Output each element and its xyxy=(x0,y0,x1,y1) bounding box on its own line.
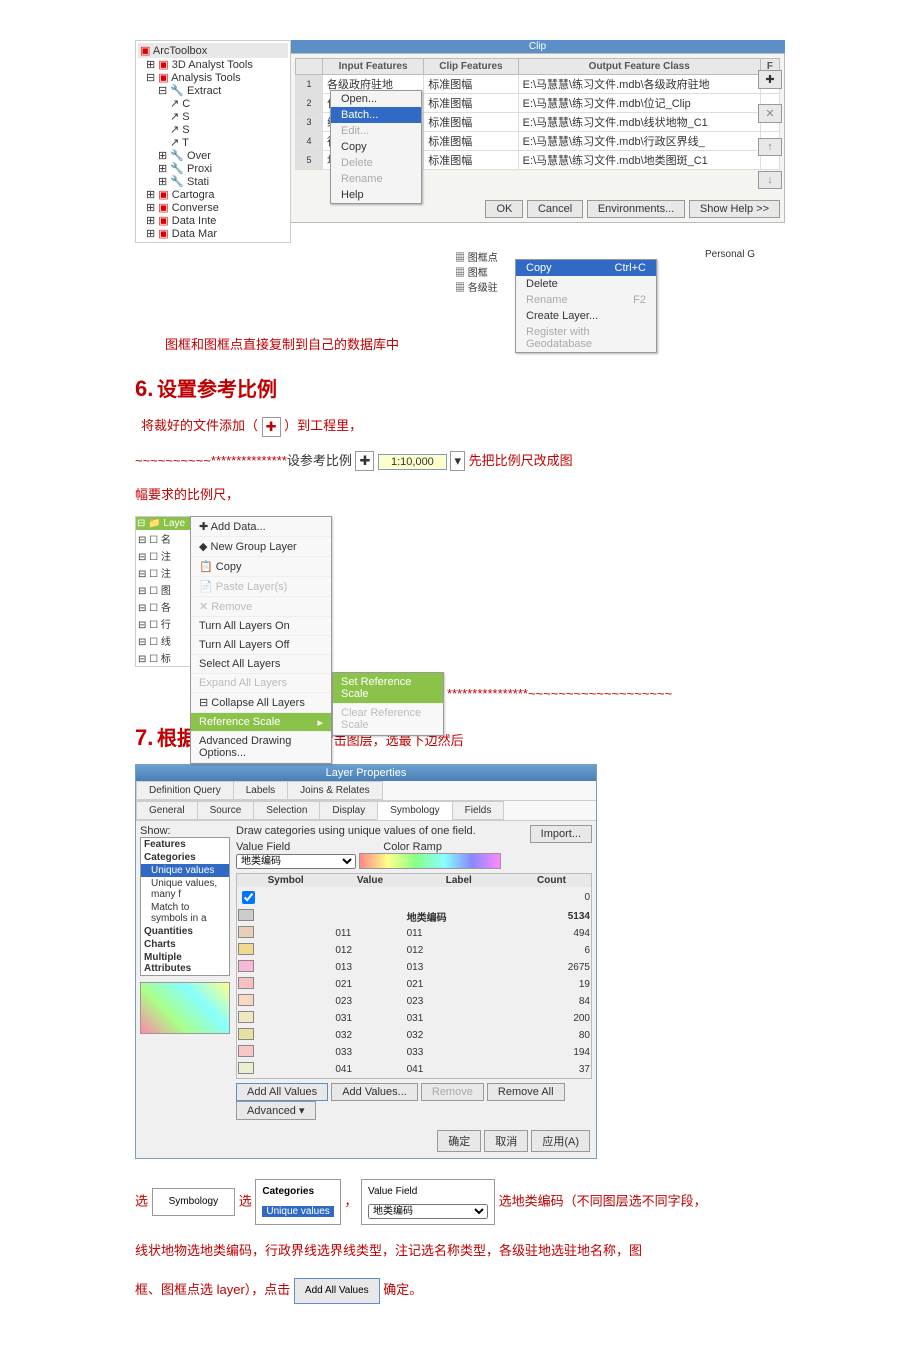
cancel-button[interactable]: Cancel xyxy=(527,200,583,218)
lp-cancel[interactable]: 取消 xyxy=(484,1130,528,1152)
value-field-select[interactable]: 地类编码 xyxy=(236,854,356,869)
show-list[interactable]: Features Categories Unique values Unique… xyxy=(140,837,230,976)
arctoolbox-panel: ▣ ArcToolbox ⊞ ▣ 3D Analyst Tools ⊟ ▣ An… xyxy=(135,40,291,243)
ctx-batch[interactable]: Batch... xyxy=(331,107,421,123)
arctoolbox-title: ArcToolbox xyxy=(153,45,207,57)
lp-apply[interactable]: 应用(A) xyxy=(531,1130,590,1152)
addall-button[interactable]: Add All Values xyxy=(236,1083,328,1101)
down-row-button[interactable]: ↓ xyxy=(758,171,782,189)
gdb-delete[interactable]: Delete xyxy=(516,276,656,292)
symbology-tab-img: Symbology xyxy=(152,1188,235,1216)
add-data-icon-2: ✚ xyxy=(355,451,374,471)
mi-exp: Expand All Layers xyxy=(191,674,331,693)
mi-adv[interactable]: Advanced Drawing Options... xyxy=(191,732,331,763)
ctx-open[interactable]: Open... xyxy=(331,91,421,107)
add-row-button[interactable]: ✚ xyxy=(758,70,782,89)
tab-source[interactable]: Source xyxy=(197,801,255,820)
tool-context-menu: Open... Batch... Edit... Copy Delete Ren… xyxy=(330,90,422,204)
gdb-create[interactable]: Create Layer... xyxy=(516,308,656,324)
color-ramp[interactable] xyxy=(359,853,501,869)
gdb-copy[interactable]: CopyCtrl+C xyxy=(516,260,656,276)
valuefield-img: Value Field 地类编码 xyxy=(361,1179,495,1225)
scale-dropdown-icon[interactable]: ▾ xyxy=(450,451,465,471)
ctx-rename: Rename xyxy=(331,171,421,187)
tab-fields[interactable]: Fields xyxy=(452,801,505,820)
removeall-button[interactable]: Remove All xyxy=(487,1083,565,1101)
mi-on[interactable]: Turn All Layers On xyxy=(191,617,331,636)
mi-remove: ✕ Remove xyxy=(191,597,331,617)
mi-add[interactable]: ✚ Add Data... xyxy=(191,517,331,537)
caption1: 图框和图框点直接复制到自己的数据库中 xyxy=(165,337,399,352)
layers-context-menu: ✚ Add Data... ◆ New Group Layer 📋 Copy 📄… xyxy=(190,516,332,764)
mi-copy[interactable]: 📋 Copy xyxy=(191,557,331,577)
help-button[interactable]: Show Help >> xyxy=(689,200,780,218)
up-row-button[interactable]: ↑ xyxy=(758,138,782,156)
tab-general[interactable]: General xyxy=(136,801,198,820)
mi-ref[interactable]: Reference Scale ▸ xyxy=(191,713,331,732)
tab-joins[interactable]: Joins & Relates xyxy=(287,781,382,800)
mi-off[interactable]: Turn All Layers Off xyxy=(191,636,331,655)
values-table: SymbolValueLabelCount 0地类编码5134011011494… xyxy=(236,873,592,1079)
categories-img: Categories Unique values xyxy=(255,1179,340,1225)
lp-ok[interactable]: 确定 xyxy=(437,1130,481,1152)
ctx-edit: Edit... xyxy=(331,123,421,139)
scale-box[interactable]: 1:10,000 xyxy=(378,454,447,470)
gdb-register: Register with Geodatabase xyxy=(516,324,656,352)
tab-selection[interactable]: Selection xyxy=(253,801,320,820)
ctx-copy[interactable]: Copy xyxy=(331,139,421,155)
mi-clearref: Clear Reference Scale xyxy=(333,704,443,735)
import-button[interactable]: Import... xyxy=(530,825,592,843)
ctx-help[interactable]: Help xyxy=(331,187,421,203)
sec7-num: 7. xyxy=(135,725,153,750)
gdb-context-menu: CopyCtrl+C Delete RenameF2 Create Layer.… xyxy=(515,259,657,353)
ctx-delete: Delete xyxy=(331,155,421,171)
env-button[interactable]: Environments... xyxy=(587,200,685,218)
add-data-icon: ✚ xyxy=(262,417,281,437)
tab-symbology[interactable]: Symbology xyxy=(377,801,452,820)
mi-col[interactable]: ⊟ Collapse All Layers xyxy=(191,693,331,713)
layer-props-dialog: Layer Properties Definition Query Labels… xyxy=(135,764,597,1159)
sec6-num: 6. xyxy=(135,376,153,401)
mi-newgrp[interactable]: ◆ New Group Layer xyxy=(191,537,331,557)
tab-display[interactable]: Display xyxy=(319,801,378,820)
toc-panel: ⊟ 📁 Laye ⊟ ☐ 名⊟ ☐ 注⊟ ☐ 注⊟ ☐ 图⊟ ☐ 各⊟ ☐ 行⊟… xyxy=(135,516,192,667)
mi-setref[interactable]: Set Reference Scale xyxy=(333,673,443,704)
ref-submenu: Set Reference Scale Clear Reference Scal… xyxy=(332,672,444,736)
clip-title: Clip xyxy=(290,40,785,53)
mi-sel[interactable]: Select All Layers xyxy=(191,655,331,674)
mi-paste: 📄 Paste Layer(s) xyxy=(191,577,331,597)
tab-labels[interactable]: Labels xyxy=(233,781,288,800)
sec6-title: 设置参考比例 xyxy=(157,379,277,401)
ok-button[interactable]: OK xyxy=(485,200,523,218)
addvals-button[interactable]: Add Values... xyxy=(331,1083,418,1101)
preview-map xyxy=(140,982,230,1034)
remove-row-button[interactable]: ✕ xyxy=(758,104,782,123)
gdb-rename: RenameF2 xyxy=(516,292,656,308)
addall-img: Add All Values xyxy=(294,1278,380,1304)
tab-defq[interactable]: Definition Query xyxy=(136,781,234,800)
lp-title: Layer Properties xyxy=(136,765,596,781)
remove-button: Remove xyxy=(421,1083,484,1101)
advanced-button[interactable]: Advanced ▾ xyxy=(236,1101,316,1120)
